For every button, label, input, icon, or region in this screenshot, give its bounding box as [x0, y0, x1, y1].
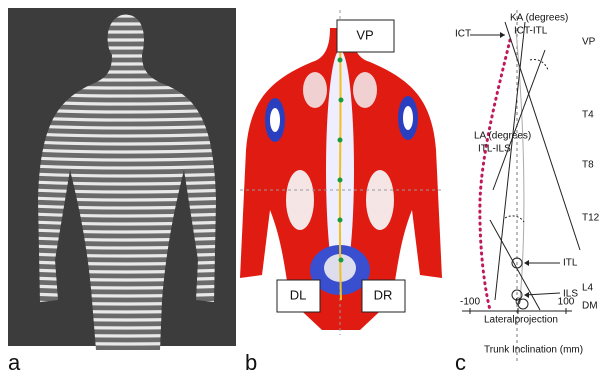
panel-letter: a	[8, 350, 21, 374]
level-label: T4	[582, 110, 594, 121]
annotation: ITL	[563, 258, 578, 269]
heat-blob	[353, 72, 377, 108]
figure: VP DL DR ICT KA (degrees) ICT-ITL LA (de…	[0, 0, 609, 374]
panel-a	[8, 8, 236, 350]
angle-arc	[505, 216, 524, 222]
footer-label: Trunk Inclination (mm)	[484, 345, 583, 356]
annotation: ITL-ILS	[478, 144, 511, 155]
heat-blob	[403, 106, 413, 130]
level-label: T8	[582, 160, 594, 171]
panel-letter: b	[245, 350, 257, 374]
tick-label: -100	[460, 297, 480, 308]
panel-b: VP DL DR	[240, 10, 442, 335]
heat-blob	[303, 72, 327, 108]
axis-title: Lateralprojection	[484, 315, 558, 326]
marker-label: DL	[290, 287, 307, 302]
tick-label: 100	[558, 297, 575, 308]
level-label: T12	[582, 213, 600, 224]
heat-blob	[366, 170, 394, 230]
level-label: L4	[582, 283, 594, 294]
arrow-head	[524, 260, 529, 266]
arrow-head	[500, 32, 505, 38]
annotation: KA (degrees)	[510, 13, 568, 24]
panel-c: ICT KA (degrees) ICT-ITL LA (degrees) IT…	[455, 10, 600, 362]
annotation: ICT	[455, 29, 471, 40]
heat-blob	[270, 108, 280, 132]
heat-blob	[286, 170, 314, 230]
level-label: DM	[582, 301, 598, 312]
annotation: LA (degrees)	[474, 131, 531, 142]
marker-label: DR	[374, 287, 393, 302]
surface-profile	[480, 40, 510, 310]
marker-label: VP	[356, 27, 373, 42]
tick-label: 0	[515, 297, 521, 308]
annotation: ICT-ITL	[514, 26, 548, 37]
panel-letter: c	[455, 350, 466, 374]
level-label: VP	[582, 37, 596, 48]
tangent-line	[495, 22, 525, 300]
arrow-head	[524, 292, 529, 298]
